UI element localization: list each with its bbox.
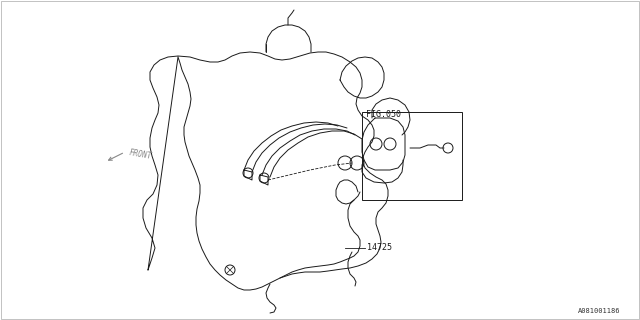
Text: FIG.050: FIG.050: [366, 110, 401, 119]
Text: 14725: 14725: [367, 244, 392, 252]
Bar: [362, 112, 462, 200]
Text: FRONT: FRONT: [128, 148, 152, 161]
Text: A081001186: A081001186: [577, 308, 620, 314]
